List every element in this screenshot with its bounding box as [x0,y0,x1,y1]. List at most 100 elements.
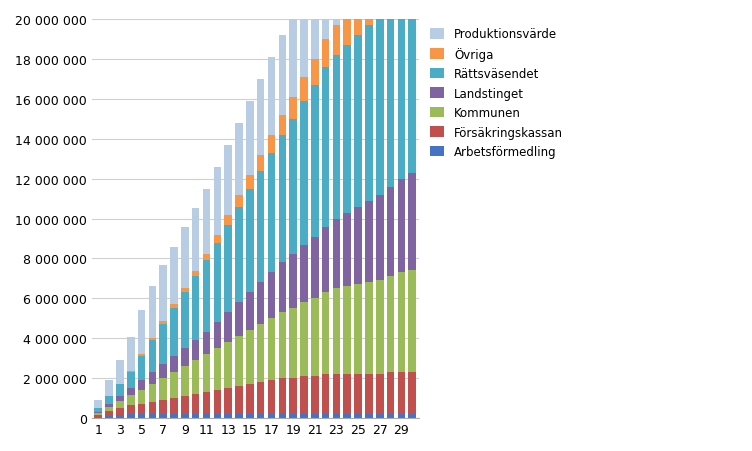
Bar [214,235,221,243]
Bar [354,207,362,285]
Bar [300,0,308,78]
Bar [322,414,329,418]
Bar [149,287,156,339]
Bar [95,412,102,413]
Bar [300,377,308,414]
Bar [224,145,232,215]
Bar [398,179,405,273]
Bar [214,349,221,390]
Bar [246,175,253,189]
Bar [149,341,156,373]
Bar [376,414,384,418]
Bar [170,247,177,305]
Bar [138,311,145,354]
Bar [300,245,308,303]
Bar [159,400,167,414]
Bar [376,281,384,374]
Bar [365,374,373,414]
Bar [224,388,232,414]
Bar [138,390,145,404]
Bar [203,255,211,261]
Bar [268,58,275,135]
Bar [127,405,135,414]
Bar [105,411,113,416]
Bar [170,373,177,398]
Bar [322,0,329,40]
Bar [290,97,297,120]
Bar [224,225,232,313]
Bar [398,0,405,179]
Bar [365,201,373,283]
Bar [344,287,351,374]
Bar [376,374,384,414]
Bar [105,396,113,404]
Bar [354,36,362,207]
Bar [170,414,177,418]
Bar [268,135,275,153]
Bar [246,293,253,331]
Bar [127,373,135,388]
Bar [257,171,265,283]
Bar [138,354,145,356]
Bar [300,78,308,101]
Bar [181,289,189,293]
Bar [332,374,340,414]
Bar [365,26,373,201]
Bar [365,283,373,374]
Bar [300,101,308,245]
Bar [138,404,145,414]
Bar [332,56,340,219]
Bar [224,343,232,388]
Bar [192,277,199,341]
Bar [138,380,145,390]
Bar [257,414,265,418]
Bar [257,155,265,171]
Bar [408,0,416,173]
Bar [311,299,319,377]
Bar [257,80,265,155]
Bar [203,414,211,418]
Bar [278,135,286,263]
Bar [344,213,351,287]
Bar [192,272,199,277]
Bar [376,0,384,16]
Bar [214,167,221,235]
Bar [408,414,416,418]
Legend: Produktionsvärde, Övriga, Rättsväsendet, Landstinget, Kommunen, Försäkringskassa: Produktionsvärde, Övriga, Rättsväsendet,… [428,26,566,161]
Bar [95,417,102,418]
Bar [311,414,319,418]
Bar [181,349,189,367]
Bar [398,373,405,414]
Bar [290,16,297,97]
Bar [149,402,156,414]
Bar [278,263,286,313]
Bar [127,388,135,396]
Bar [149,339,156,341]
Bar [290,378,297,414]
Bar [159,322,167,325]
Bar [290,308,297,378]
Bar [127,396,135,405]
Bar [138,414,145,418]
Bar [398,273,405,373]
Bar [344,14,351,46]
Bar [192,208,199,272]
Bar [344,374,351,414]
Bar [398,414,405,418]
Bar [192,414,199,418]
Bar [127,337,135,372]
Bar [332,26,340,56]
Bar [214,243,221,322]
Bar [116,401,123,408]
Bar [203,332,211,354]
Bar [365,0,373,26]
Bar [311,237,319,299]
Bar [354,2,362,36]
Bar [268,273,275,319]
Bar [105,404,113,407]
Bar [203,354,211,392]
Bar [192,341,199,360]
Bar [257,283,265,325]
Bar [354,374,362,414]
Bar [354,0,362,2]
